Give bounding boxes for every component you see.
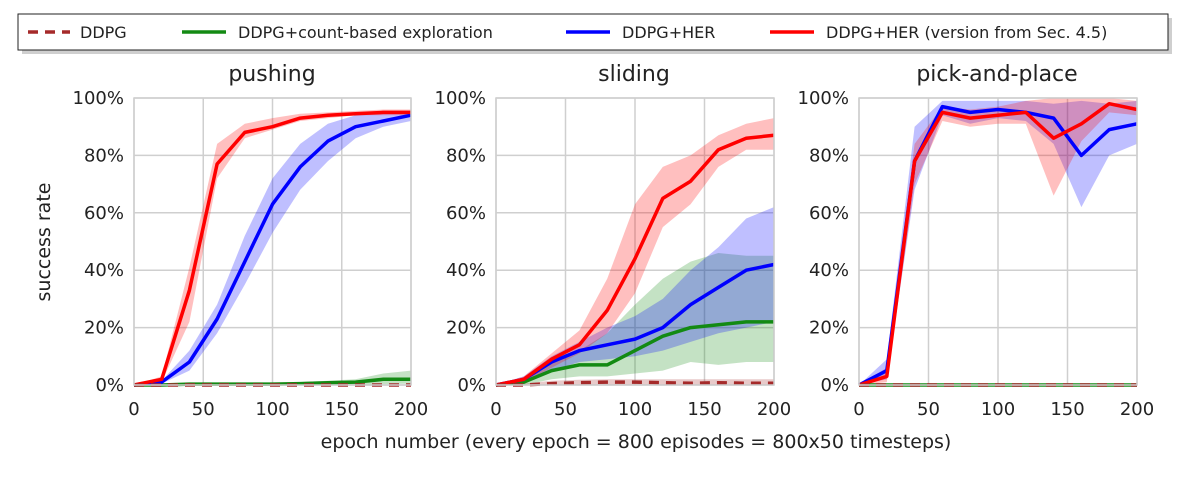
y-tick-label: 80% (84, 145, 124, 166)
x-tick-label: 200 (757, 399, 791, 420)
x-tick-label: 50 (917, 399, 940, 420)
band-ddpg-count-based-exploration (496, 253, 774, 385)
x-tick-label: 50 (192, 399, 215, 420)
x-tick-label: 200 (1120, 399, 1154, 420)
y-tick-label: 40% (446, 260, 486, 281)
y-tick-label: 100% (798, 88, 849, 109)
panel-title-pushing: pushing (228, 62, 315, 87)
plot-frame-sliding (495, 97, 775, 386)
y-tick-label: 100% (73, 88, 124, 109)
x-tick-label: 100 (618, 399, 652, 420)
y-tick-label: 60% (809, 203, 849, 224)
panel-sliding: sliding 0 50 100 150 200 0% 20% 40% 60% 80% 100% (435, 62, 792, 420)
x-tick-label: 150 (687, 399, 721, 420)
line-ddpg-her-version-from-sec-4-5 (133, 110, 411, 387)
x-tick-label: 0 (490, 399, 501, 420)
y-tick-label: 80% (446, 145, 486, 166)
x-tick-label: 100 (981, 399, 1015, 420)
band-ddpg-her (859, 100, 1137, 386)
x-tick-label: 50 (554, 399, 577, 420)
legend-label-her-sec45: DDPG+HER (version from Sec. 4.5) (826, 23, 1107, 42)
panel-pushing: pushing 0 50 100 150 200 0% 20% 40% 60% 80% 100% (73, 62, 429, 420)
y-tick-label: 20% (809, 318, 849, 339)
y-tick-label: 0% (95, 375, 124, 396)
y-tick-label: 20% (446, 318, 486, 339)
line-ddpg-her-version-from-sec-4-5 (495, 133, 775, 387)
y-tick-label: 80% (809, 145, 849, 166)
plot-frame-pick-and-place (858, 97, 1138, 386)
line-ddpg-her (133, 113, 412, 387)
x-tick-label: 0 (128, 399, 139, 420)
band-ddpg-her-version-from-sec-4-5 (496, 118, 774, 385)
y-tick-label: 0% (457, 375, 486, 396)
y-axis-label: success rate (33, 183, 55, 302)
y-tick-label: 60% (446, 203, 486, 224)
y-tick-label: 100% (435, 88, 486, 109)
legend-label-ddpg: DDPG (80, 23, 127, 42)
legend-label-count-based: DDPG+count-based exploration (238, 23, 493, 42)
plot-frame-pushing (133, 97, 412, 386)
legend-label-her: DDPG+HER (622, 23, 715, 42)
y-tick-label: 40% (809, 260, 849, 281)
panel-title-pick-and-place: pick-and-place (916, 62, 1077, 87)
x-axis-label: epoch number (every epoch = 800 episodes… (321, 431, 952, 453)
line-ddpg (496, 380, 774, 387)
y-tick-label: 0% (820, 375, 849, 396)
x-tick-label: 150 (325, 399, 359, 420)
y-tick-label: 20% (84, 318, 124, 339)
x-tick-label: 150 (1050, 399, 1084, 420)
panel-title-sliding: sliding (598, 62, 670, 87)
y-tick-label: 40% (84, 260, 124, 281)
x-tick-label: 100 (255, 399, 289, 420)
panel-pick-and-place: pick-and-place 0 50 100 150 200 0% 20% 40% 60% 80… (798, 62, 1155, 420)
x-tick-label: 0 (853, 399, 864, 420)
x-tick-label: 200 (394, 399, 428, 420)
line-ddpg-count-based-exploration (495, 320, 774, 387)
y-tick-label: 60% (84, 203, 124, 224)
line-ddpg-her-version-from-sec-4-5 (858, 101, 1138, 387)
legend: DDPG DDPG+count-based exploration DDPG+H… (17, 13, 1172, 54)
